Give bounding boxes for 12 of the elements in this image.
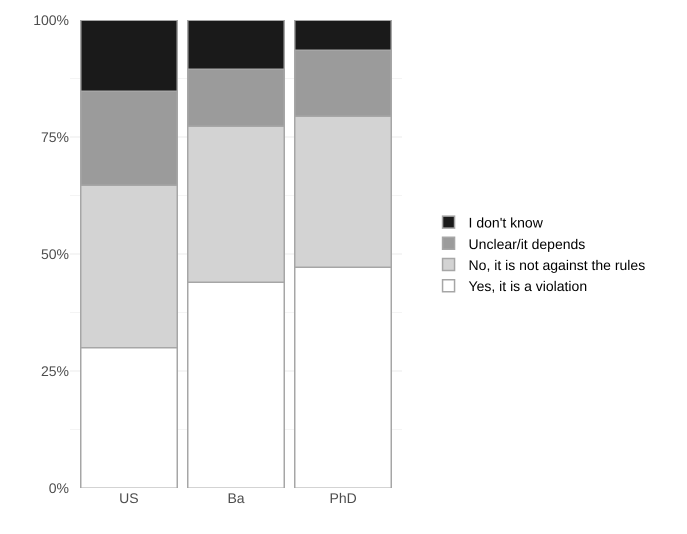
y-tick-label: 75% xyxy=(40,128,69,145)
x-tick-label: US xyxy=(119,490,139,506)
y-tick-label: 100% xyxy=(33,12,69,28)
x-tick-label: PhD xyxy=(329,490,357,506)
legend-label: I don't know xyxy=(468,214,544,231)
legend-label: Yes, it is a violation xyxy=(468,278,588,294)
legend-label: Unclear/it depends xyxy=(468,236,586,252)
y-tick-label: 25% xyxy=(40,362,69,379)
x-tick-label: Ba xyxy=(227,490,245,506)
y-tick-label: 0% xyxy=(48,480,69,496)
legend-label: No, it is not against the rules xyxy=(468,256,646,273)
y-tick-label: 50% xyxy=(40,246,69,262)
